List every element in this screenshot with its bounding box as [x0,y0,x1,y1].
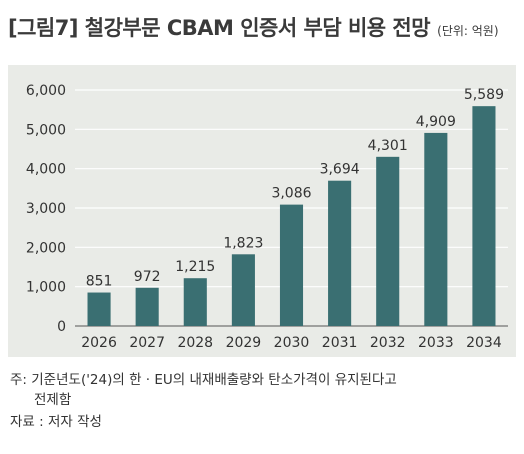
footnote-line2: 전제함 [34,392,72,408]
x-tick-label: 2029 [226,335,262,351]
x-tick-label: 2026 [81,335,117,351]
bar [87,292,111,326]
chart-area: 0 1,000 2,000 3,000 4,000 5,000 6,000 851 2026 97… [8,65,516,357]
bar [328,180,352,326]
y-tick-label: 1,000 [26,280,66,296]
data-label: 5,589 [464,87,504,103]
x-tick-label: 2032 [370,335,406,351]
bar-chart: 0 1,000 2,000 3,000 4,000 5,000 6,000 851 2026 97… [26,83,508,351]
x-tick-label: 2027 [129,335,165,351]
y-tick-label: 4,000 [26,162,66,178]
x-tick-label: 2030 [274,335,310,351]
bar [279,204,304,326]
data-label: 4,301 [368,138,408,154]
bar [376,156,400,326]
data-label: 1,215 [175,259,215,275]
x-tick-label: 2031 [322,335,358,351]
y-tick-label: 5,000 [26,122,66,138]
source-note: 자료 : 저자 작성 [10,414,102,430]
data-label: 3,694 [320,162,360,178]
footnote-line1: 주: 기준년도('24)의 한 · EU의 내재배출량와 탄소가격이 유지된다고 [10,372,397,388]
y-tick-label: 2,000 [26,240,66,256]
chart-unit: (단위: 억원) [437,24,499,38]
bar [231,254,255,326]
data-label: 851 [86,274,113,290]
x-tick-label: 2028 [177,335,213,351]
bar [424,132,448,326]
chart-title-row: [그림7] 철강부문 CBAM 인증서 부담 비용 전망 (단위: 억원) [8,12,518,42]
bar [472,106,496,326]
y-tick-label: 3,000 [26,201,66,217]
bar [135,287,159,326]
y-tick-label: 6,000 [26,83,66,99]
bar [183,278,207,326]
x-tick-label: 2033 [418,335,454,351]
data-label: 3,086 [271,186,311,202]
x-tick-label: 2034 [466,335,502,351]
data-label: 4,909 [416,114,456,130]
chart-title: [그림7] 철강부문 CBAM 인증서 부담 비용 전망 [8,16,431,40]
data-label: 972 [134,269,161,285]
data-label: 1,823 [223,235,263,251]
y-tick-label: 0 [57,319,66,335]
